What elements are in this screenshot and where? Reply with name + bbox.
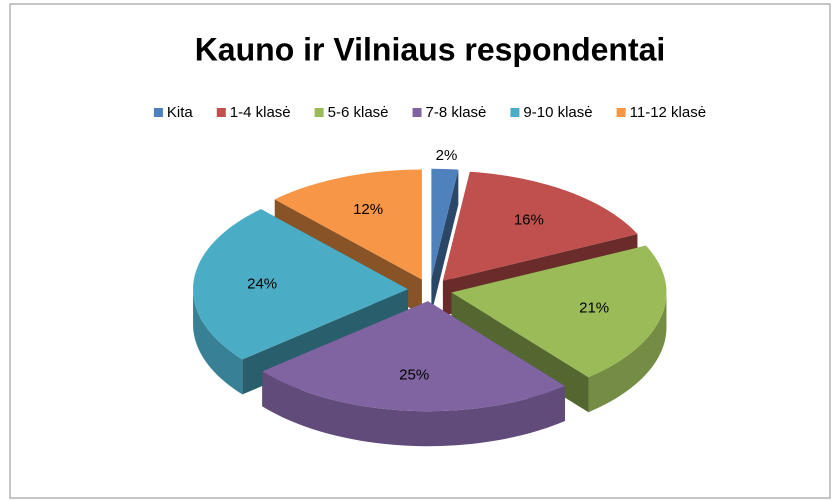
slice	[431, 168, 459, 314]
chart-title: Kauno ir Vilniaus respondentai	[195, 31, 666, 67]
legend-swatch	[616, 108, 626, 117]
legend-label: 7-8 klasė	[426, 104, 487, 121]
legend-swatch	[412, 108, 422, 117]
legend-swatch	[314, 108, 324, 117]
slice-top	[431, 168, 459, 279]
slice-side	[431, 169, 459, 314]
legend-label: 1-4 klasė	[230, 104, 291, 121]
data-label: 24%	[247, 276, 277, 293]
slice-wall	[262, 371, 565, 447]
data-label: 12%	[353, 201, 383, 218]
slice-top	[451, 245, 667, 378]
slice-wall	[193, 289, 243, 395]
slice-top	[442, 171, 638, 281]
slice-top	[193, 209, 409, 360]
data-label: 16%	[514, 211, 544, 228]
legend-label: 11-12 klasė	[630, 104, 706, 121]
legend-label: 9-10 klasė	[523, 104, 592, 121]
slice	[262, 301, 565, 447]
legend-label: Kita	[167, 104, 194, 121]
slice-wall	[588, 292, 667, 413]
slice-top	[274, 169, 422, 280]
data-label: 25%	[399, 367, 429, 384]
data-label: 2%	[436, 147, 458, 164]
data-label: 21%	[579, 300, 609, 317]
slice-top	[262, 301, 565, 412]
legend-swatch	[153, 108, 163, 117]
legend-label: 5-6 klasė	[328, 104, 389, 121]
legend-swatch	[216, 108, 226, 117]
legend-swatch	[510, 108, 520, 117]
